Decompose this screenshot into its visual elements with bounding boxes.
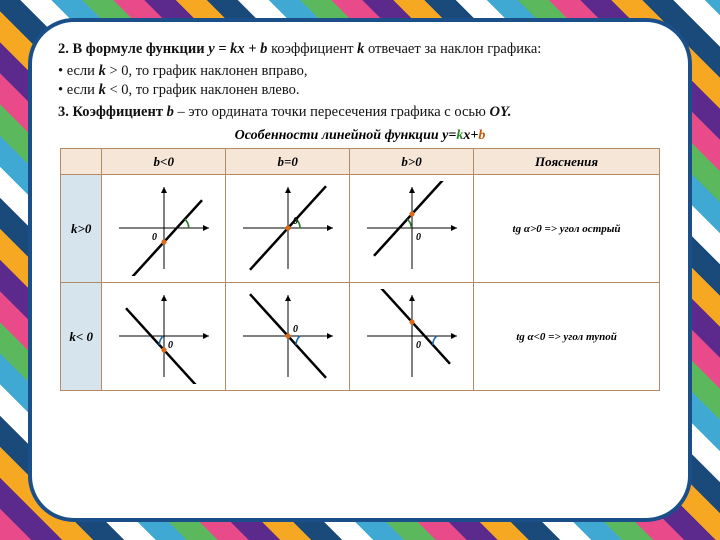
chart-title: Особенности линейной функции y=kx+b xyxy=(58,128,662,144)
t-p3c: – это ордината точки пересечения графика… xyxy=(174,104,490,120)
bullet-1: если k > 0, то график наклонен вправо, xyxy=(58,62,662,82)
graph-kneg-bneg: 0 xyxy=(109,289,219,384)
graph-kneg-b0: 0 xyxy=(233,289,343,384)
ct-x: x+ xyxy=(463,128,478,143)
cell-kpos-b0: 0 xyxy=(226,175,350,283)
t-li1b: k xyxy=(99,63,106,79)
content-card: 2. В формуле функции y = kx + b коэффици… xyxy=(28,18,692,522)
t-p3d: OY. xyxy=(489,104,511,120)
svg-text:0: 0 xyxy=(152,232,157,243)
row-head-kpos: k>0 xyxy=(61,175,102,283)
t-p1e: отвечает за наклон графика: xyxy=(364,41,541,57)
th-b-gt0: b>0 xyxy=(350,149,474,175)
t-li1c: > 0, то график наклонен вправо, xyxy=(106,63,308,79)
row-k-neg: k< 0 0 0 0 tg α<0 => угол тупой xyxy=(61,283,660,391)
cell-kneg-b0: 0 xyxy=(226,283,350,391)
svg-text:0: 0 xyxy=(293,324,298,335)
th-expl: Пояснения xyxy=(474,149,660,175)
graph-kpos-bneg: 0 xyxy=(109,181,219,276)
bullet-2: если k < 0, то график наклонен влево. xyxy=(58,81,662,101)
th-b-lt0: b<0 xyxy=(102,149,226,175)
ct-b: b xyxy=(478,128,485,143)
th-corner xyxy=(61,149,102,175)
row-k-pos: k>0 0 0 0 tg α>0 => угол острый xyxy=(61,175,660,283)
cell-kpos-bpos: 0 xyxy=(350,175,474,283)
t-li1a: если xyxy=(67,63,99,79)
svg-text:0: 0 xyxy=(416,340,421,351)
graph-kpos-b0: 0 xyxy=(233,181,343,276)
svg-text:0: 0 xyxy=(293,216,298,227)
t-p1b: y = kx + b xyxy=(208,41,267,57)
cell-kneg-bpos: 0 xyxy=(350,283,474,391)
t-li2a: если xyxy=(67,82,99,98)
th-b-eq0: b=0 xyxy=(226,149,350,175)
graph-kpos-bpos: 0 xyxy=(357,181,467,276)
t-p3b: b xyxy=(167,104,174,120)
ct-a: Особенности линейной функции y= xyxy=(235,128,457,143)
svg-text:0: 0 xyxy=(416,232,421,243)
t-p3a: 3. Коэффициент xyxy=(58,104,167,120)
graph-kneg-bpos: 0 xyxy=(357,289,467,384)
expl-kneg: tg α<0 => угол тупой xyxy=(474,283,660,391)
svg-text:0: 0 xyxy=(168,340,173,351)
expl-kpos: tg α>0 => угол острый xyxy=(474,175,660,283)
feature-table: b<0 b=0 b>0 Пояснения k>0 0 0 0 tg α>0 =… xyxy=(60,148,660,391)
t-li2c: < 0, то график наклонен влево. xyxy=(106,82,300,98)
t-p1a: 2. В формуле функции xyxy=(58,41,208,57)
intro-text: 2. В формуле функции y = kx + b коэффици… xyxy=(58,40,662,122)
t-li2b: k xyxy=(99,82,106,98)
cell-kneg-bneg: 0 xyxy=(102,283,226,391)
cell-kpos-bneg: 0 xyxy=(102,175,226,283)
row-head-kneg: k< 0 xyxy=(61,283,102,391)
t-p1c: коэффициент xyxy=(267,41,357,57)
